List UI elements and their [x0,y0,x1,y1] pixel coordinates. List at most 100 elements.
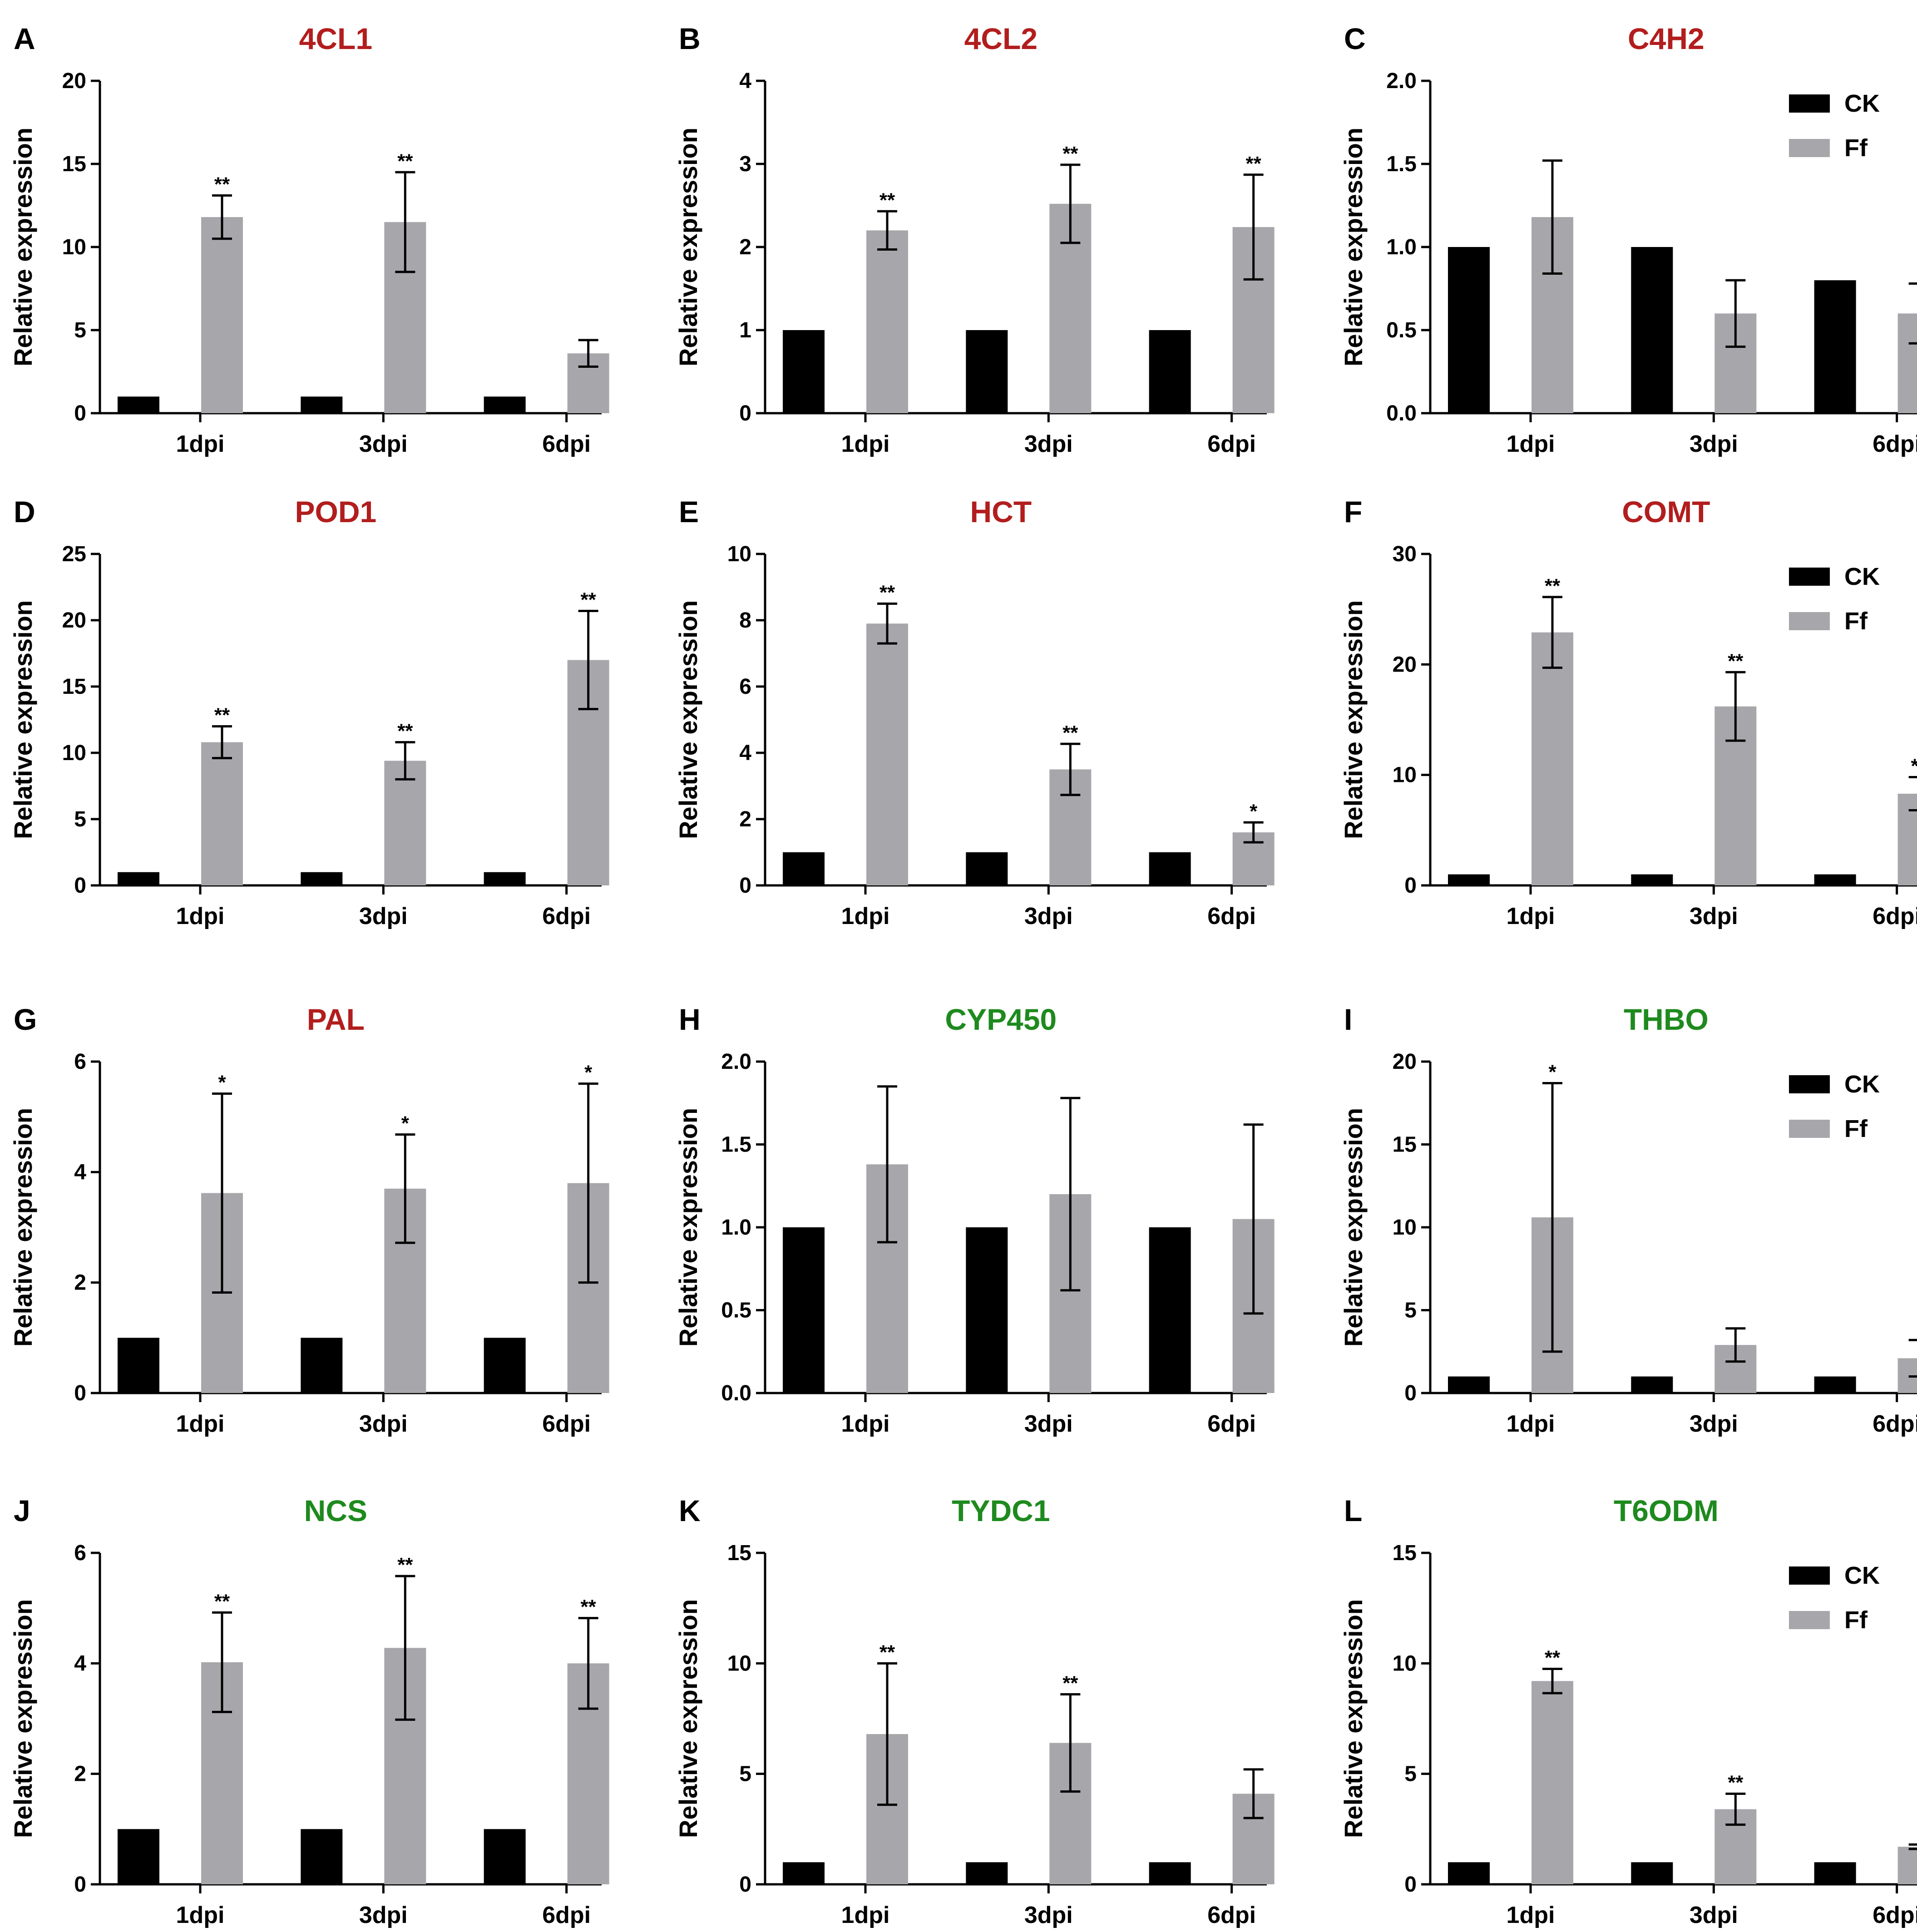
chart-panel-G: G PAL Relative expression 0 2 4 6 1dpi * 3dpi * 6dp… [9,1003,609,1437]
y-tick-label: 0.5 [1386,318,1417,342]
y-tick-label: 3 [739,152,751,176]
significance-mark: ** [1062,721,1078,744]
chart-panel-H: H CYP450 Relative expression 0.0 0.5 1.0 1.5 2.… [674,1003,1275,1437]
bar-ck-3dpi [1631,874,1673,885]
significance-mark: ** [1062,1672,1078,1694]
x-tick-label: 3dpi [1690,431,1738,457]
legend-swatch-ck [1789,568,1830,586]
x-tick-label: 6dpi [1873,1411,1917,1437]
x-tick-label: 1dpi [841,1902,890,1928]
bar-ck-1dpi [783,852,825,885]
x-tick-label: 3dpi [359,1411,408,1437]
chart-title: 4CL2 [964,22,1038,55]
y-tick-label: 1.5 [721,1133,751,1157]
x-tick-label: 1dpi [1507,1411,1555,1437]
significance-mark: ** [397,720,413,742]
y-tick-label: 0.0 [1386,401,1417,425]
panel-letter: J [14,1494,30,1527]
y-tick-label: 10 [1393,763,1417,787]
bar-ck-3dpi [301,872,343,885]
y-tick-label: 0 [74,1381,86,1405]
y-tick-label: 0.5 [721,1299,751,1323]
x-tick-label: 6dpi [542,903,591,929]
bar-ck-1dpi [1448,1862,1490,1884]
chart-panel-J: J NCS Relative expression 0 2 4 6 1dpi ** 3dpi ** 6… [9,1494,609,1928]
y-tick-label: 0 [74,1873,86,1897]
y-tick-label: 2 [739,807,751,831]
bar-ck-3dpi [1631,1862,1673,1884]
chart-panel-E: E HCT Relative expression 0 2 4 6 8 10 1dpi ** 3dpi… [674,495,1275,929]
x-tick-label: 3dpi [1024,903,1073,929]
bar-ck-6dpi [1149,330,1191,413]
significance-mark: ** [214,173,230,196]
bar-ck-6dpi [484,1829,526,1884]
y-tick-label: 5 [739,1762,751,1786]
bar-ff-6dpi [1897,794,1917,885]
bar-ck-6dpi [1149,1227,1191,1393]
panel-letter: A [14,22,35,55]
bar-ck-6dpi [1149,1862,1191,1884]
legend-swatch-ff [1789,139,1830,157]
y-tick-label: 1 [739,318,751,342]
panel-letter: D [14,495,35,529]
y-tick-label: 15 [1393,1541,1417,1565]
bar-ff-1dpi [201,217,243,413]
y-tick-label: 15 [62,675,86,699]
chart-title: TYDC1 [952,1494,1050,1527]
chart-title: COMT [1622,495,1710,529]
bar-ck-3dpi [966,1227,1008,1393]
bar-ff-6dpi [1897,1847,1917,1884]
y-tick-label: 10 [62,235,86,259]
y-tick-label: 0.0 [721,1381,751,1405]
bar-ck-1dpi [783,1862,825,1884]
y-tick-label: 5 [74,807,86,831]
bar-ck-6dpi [1814,1862,1856,1884]
y-tick-label: 8 [739,608,751,632]
legend-swatch-ck [1789,1075,1830,1093]
bar-ck-6dpi [1149,852,1191,885]
significance-mark: * [218,1072,226,1094]
legend-label-ff: Ff [1844,608,1868,635]
bar-ck-1dpi [1448,247,1490,413]
y-tick-label: 6 [739,675,751,699]
x-tick-label: 3dpi [1690,903,1738,929]
legend-label-ff: Ff [1844,134,1868,162]
significance-mark: * [584,1062,593,1084]
chart-panel-C: C C4H2 Relative expression 0.0 0.5 1.0 1.5 2.0 1… [1339,22,1917,457]
y-tick-label: 20 [1393,652,1417,677]
x-tick-label: 6dpi [542,431,591,457]
y-tick-label: 2 [74,1762,86,1786]
x-tick-label: 6dpi [542,1902,591,1928]
x-tick-label: 1dpi [841,431,890,457]
panel-letter: F [1344,495,1362,529]
legend-swatch-ff [1789,612,1830,630]
bar-ck-6dpi [484,1338,526,1393]
y-tick-label: 0 [74,874,86,898]
x-tick-label: 1dpi [176,431,225,457]
y-tick-label: 4 [739,69,751,93]
bar-ff-1dpi [1532,632,1573,885]
x-tick-label: 6dpi [542,1411,591,1437]
chart-title: 4CL1 [299,22,372,55]
panel-letter: K [679,1494,701,1527]
y-tick-label: 30 [1393,542,1417,566]
y-tick-label: 4 [74,1651,86,1675]
y-tick-label: 0 [739,1873,751,1897]
y-axis-label: Relative expression [1339,600,1368,839]
significance-mark: ** [879,582,895,604]
y-tick-label: 15 [727,1541,751,1565]
chart-title: CYP450 [945,1003,1057,1036]
x-tick-label: 1dpi [1507,1902,1555,1928]
chart-title: NCS [304,1494,367,1527]
y-tick-label: 6 [74,1541,86,1565]
y-tick-label: 0 [74,401,86,425]
y-tick-label: 5 [74,318,86,342]
bar-ck-3dpi [301,1338,343,1393]
chart-panel-A: A 4CL1 Relative expression 0 5 10 15 20 1dpi ** 3d… [9,22,609,457]
y-axis-label: Relative expression [1339,128,1368,366]
x-tick-label: 6dpi [1207,903,1256,929]
x-tick-label: 3dpi [1024,1902,1073,1928]
y-axis-label: Relative expression [674,128,702,366]
bar-ck-3dpi [1631,1376,1673,1393]
